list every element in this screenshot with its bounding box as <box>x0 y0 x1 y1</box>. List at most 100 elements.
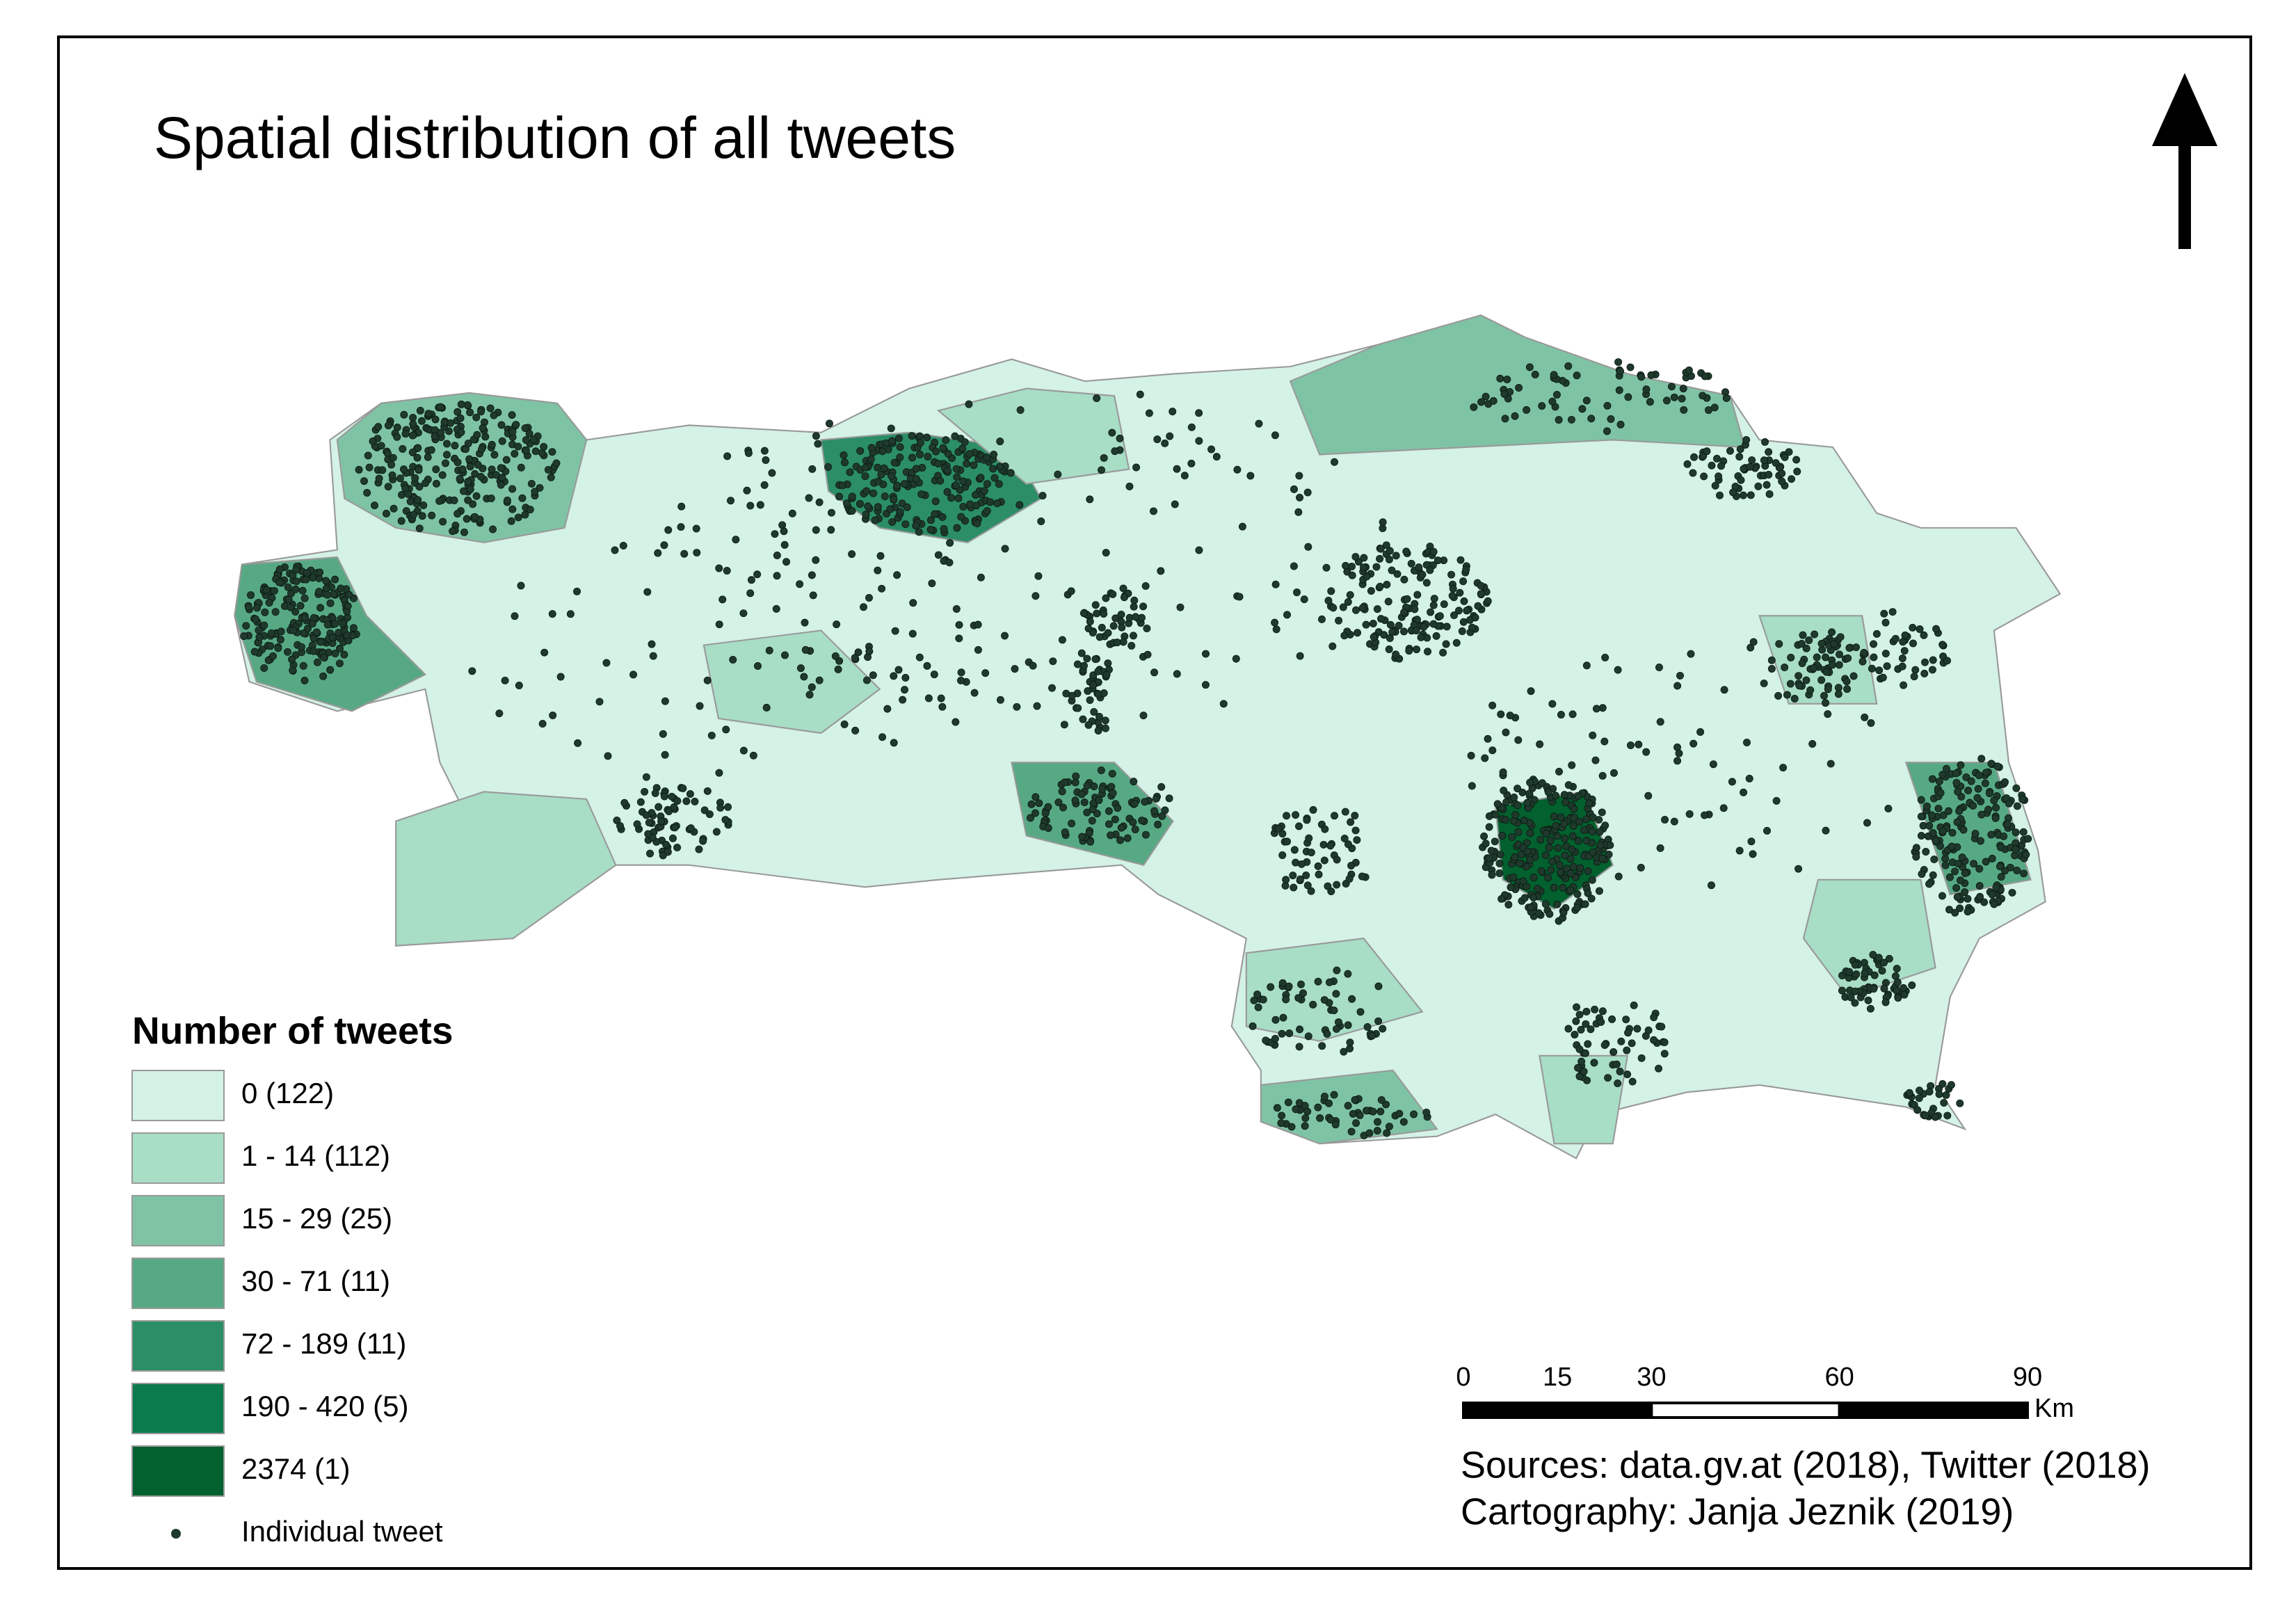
tweet-dot <box>874 503 882 511</box>
tweet-dot <box>1601 653 1609 661</box>
tweet-dot <box>1080 798 1089 806</box>
tweet-dot <box>1294 994 1303 1002</box>
tweet-dot <box>443 451 451 459</box>
tweet-dot <box>1538 402 1546 410</box>
tweet-dot <box>1921 658 1929 666</box>
tweet-dot <box>1795 682 1804 690</box>
tweet-dot <box>861 472 869 481</box>
tweet-dot <box>1580 826 1588 834</box>
tweet-dot <box>1393 570 1402 578</box>
tweet-dot <box>880 464 888 472</box>
district <box>1802 878 1936 998</box>
tweet-dot <box>1573 904 1582 912</box>
tweet-dot <box>1956 1099 1964 1107</box>
tweet-dot <box>1246 472 1255 480</box>
tweet-dot <box>668 834 677 842</box>
tweet-dot <box>1011 665 1019 673</box>
tweet-dot <box>1548 397 1557 406</box>
tweet-dot <box>514 442 522 451</box>
tweet-dot <box>331 650 339 658</box>
tweet-dot <box>331 620 339 628</box>
tweet-dot <box>1945 906 1953 914</box>
tweet-dot <box>966 500 974 508</box>
tweet-dot <box>1729 488 1737 497</box>
tweet-dot <box>1622 1016 1630 1024</box>
tweet-dot <box>1333 856 1341 864</box>
tweet-dot <box>862 487 871 495</box>
tweet-dot <box>1094 727 1102 735</box>
tweet-dot <box>1534 885 1541 893</box>
tweet-dot <box>514 513 522 522</box>
tweet-dot <box>1676 671 1684 680</box>
tweet-dot <box>1326 1116 1335 1124</box>
region-map <box>234 314 2062 1159</box>
tweet-dot <box>508 428 517 436</box>
tweet-dot <box>1333 881 1341 889</box>
tweet-dot <box>1956 904 1964 913</box>
tweet-dot <box>915 432 924 440</box>
tweet-dot <box>1086 618 1094 626</box>
tweet-dot <box>1044 803 1052 811</box>
tweet-dot <box>951 432 959 440</box>
tweet-dot <box>1802 644 1811 652</box>
tweet-dot <box>1552 792 1560 800</box>
tweet-dot <box>1822 699 1829 707</box>
tweet-dot <box>1369 1107 1377 1116</box>
tweet-dot <box>1745 774 1753 783</box>
tweet-dot <box>1864 996 1872 1004</box>
legend-swatch <box>131 1195 225 1246</box>
tweet-dot <box>431 432 439 440</box>
tweet-dot <box>323 620 332 629</box>
tweet-dot <box>963 460 970 468</box>
tweet-dot <box>1633 1025 1641 1033</box>
tweet-dot <box>1429 601 1438 609</box>
tweet-dot <box>255 633 264 641</box>
tweet-dot <box>1033 702 1041 710</box>
tweet-dot <box>1384 597 1392 606</box>
tweet-dot <box>712 828 721 836</box>
tweet-dot <box>1588 876 1596 884</box>
tweet-dot <box>1847 993 1855 1002</box>
tweet-dot <box>1655 1064 1663 1073</box>
tweet-dot <box>1868 664 1876 673</box>
tweet-dot <box>300 594 309 602</box>
tweet-dot <box>1323 1030 1331 1038</box>
north-arrow-head <box>2152 73 2217 146</box>
tweet-dot <box>1614 666 1622 674</box>
tweet-dot <box>715 769 723 777</box>
tweet-dot <box>284 583 292 591</box>
tweet-dot <box>481 433 490 441</box>
tweet-dot <box>409 414 417 422</box>
tweet-dot <box>1874 954 1883 962</box>
tweet-dot <box>1749 638 1758 646</box>
tweet-dot <box>497 481 505 489</box>
tweet-dot <box>1722 394 1731 402</box>
tweet-dot <box>517 581 525 590</box>
tweet-dot <box>856 499 864 508</box>
tweet-dot <box>996 438 1004 446</box>
tweet-dot <box>1067 587 1075 595</box>
tweet-dot <box>1301 1114 1310 1122</box>
tweet-dot <box>1488 746 1497 755</box>
tweet-dot <box>620 798 629 807</box>
tweet-dot <box>1459 577 1468 586</box>
tweet-dot <box>336 644 344 652</box>
tweet-dot <box>1707 881 1715 890</box>
tweet-dot <box>284 648 291 656</box>
tweet-dot <box>1657 1022 1666 1031</box>
tweet-dot <box>1976 892 1984 901</box>
tweet-dot <box>1974 785 1982 793</box>
tweet-dot <box>432 465 440 474</box>
tweet-dot <box>274 644 282 652</box>
tweet-dot <box>1114 804 1122 812</box>
tweet-dot <box>1320 1092 1328 1100</box>
tweet-dot <box>1742 435 1751 444</box>
legend-label: 190 - 420 (5) <box>241 1390 408 1422</box>
tweet-dot <box>1554 844 1562 852</box>
tweet-dot <box>1496 374 1504 383</box>
tweet-dot <box>250 648 259 656</box>
tweet-dot <box>747 576 755 584</box>
tweet-dot <box>1508 833 1516 841</box>
tweet-dot <box>488 440 496 449</box>
